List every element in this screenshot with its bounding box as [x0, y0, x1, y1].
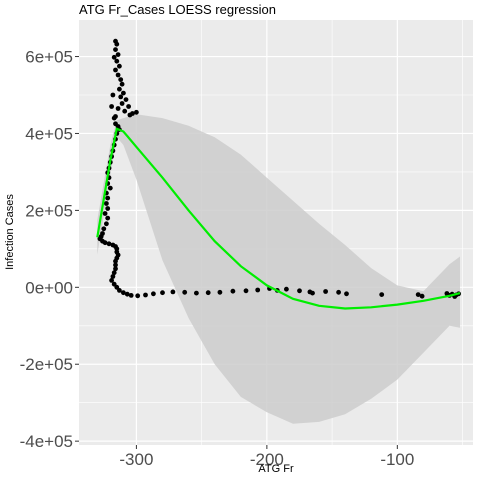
data-point	[143, 292, 148, 298]
data-point	[135, 293, 141, 299]
loess-fit-group	[96, 127, 461, 310]
data-point	[115, 72, 121, 78]
data-point	[106, 241, 112, 247]
data-point	[113, 67, 118, 73]
data-point	[243, 288, 249, 294]
y-tick-label: 6e+05	[25, 48, 73, 67]
y-tick-label: 4e+05	[25, 124, 73, 143]
x-tick-label: -100	[380, 450, 414, 469]
data-point	[113, 258, 118, 264]
data-point	[151, 291, 156, 297]
data-point	[105, 215, 111, 221]
data-point	[284, 286, 289, 292]
data-point	[119, 101, 125, 106]
data-point	[121, 90, 126, 96]
data-point	[110, 92, 116, 98]
data-point	[113, 262, 118, 268]
data-point	[111, 115, 117, 121]
data-point	[134, 109, 139, 115]
data-point	[127, 112, 133, 118]
data-point	[110, 274, 116, 279]
data-point	[336, 289, 341, 295]
data-point	[126, 104, 131, 109]
data-point	[115, 106, 121, 111]
data-point	[297, 288, 302, 294]
y-tick-label: -4e+05	[20, 432, 73, 451]
x-tick-label: -200	[250, 450, 284, 469]
data-point	[419, 293, 425, 299]
x-tick-label: -300	[119, 450, 153, 469]
data-point	[182, 289, 188, 295]
data-point	[170, 289, 176, 295]
data-point	[194, 290, 199, 296]
data-point	[379, 292, 385, 297]
data-point	[122, 108, 128, 114]
data-point	[105, 206, 111, 211]
data-point	[113, 47, 118, 52]
y-axis: -4e+05 -2e+05 0e+00 2e+05 4e+05 6e+05	[20, 48, 79, 451]
data-point	[117, 63, 122, 69]
data-point	[205, 290, 211, 296]
data-point	[104, 201, 109, 206]
x-axis: -300 -200 -100	[119, 445, 414, 469]
chart-title: ATG Fr_Cases LOESS regression	[79, 2, 276, 17]
data-point	[415, 292, 421, 297]
y-tick-label: -2e+05	[20, 355, 73, 374]
data-point	[117, 288, 122, 293]
data-point	[344, 291, 349, 297]
data-point	[255, 287, 261, 293]
data-point	[114, 41, 120, 47]
data-point	[102, 211, 108, 216]
x-axis-title: ATG Fr	[258, 463, 294, 475]
confidence-ribbon	[97, 114, 461, 424]
data-point	[109, 104, 114, 109]
data-point	[111, 54, 117, 60]
loess-fit-line	[96, 127, 461, 310]
data-point	[121, 290, 126, 296]
data-point	[310, 290, 315, 296]
data-point	[117, 86, 122, 92]
data-point	[323, 289, 328, 294]
data-point	[123, 97, 129, 102]
y-axis-title: Infection Cases	[4, 194, 16, 270]
data-point	[217, 289, 223, 295]
y-tick-label: 0e+00	[25, 278, 73, 297]
y-tick-label: 2e+05	[25, 201, 73, 220]
confidence-ribbon-group	[97, 114, 461, 424]
data-point	[118, 77, 124, 82]
data-point	[113, 266, 118, 272]
data-point	[128, 293, 134, 298]
data-point	[230, 288, 236, 294]
data-point	[124, 291, 130, 297]
data-point	[114, 58, 120, 64]
data-point	[102, 240, 108, 246]
data-point	[118, 94, 124, 100]
data-point	[101, 226, 107, 232]
data-point	[160, 290, 165, 296]
data-point	[104, 221, 109, 227]
data-point	[111, 270, 117, 276]
data-point	[105, 195, 111, 201]
data-point	[119, 81, 125, 87]
data-point	[115, 52, 121, 57]
data-point	[109, 278, 114, 283]
data-point	[107, 185, 113, 191]
